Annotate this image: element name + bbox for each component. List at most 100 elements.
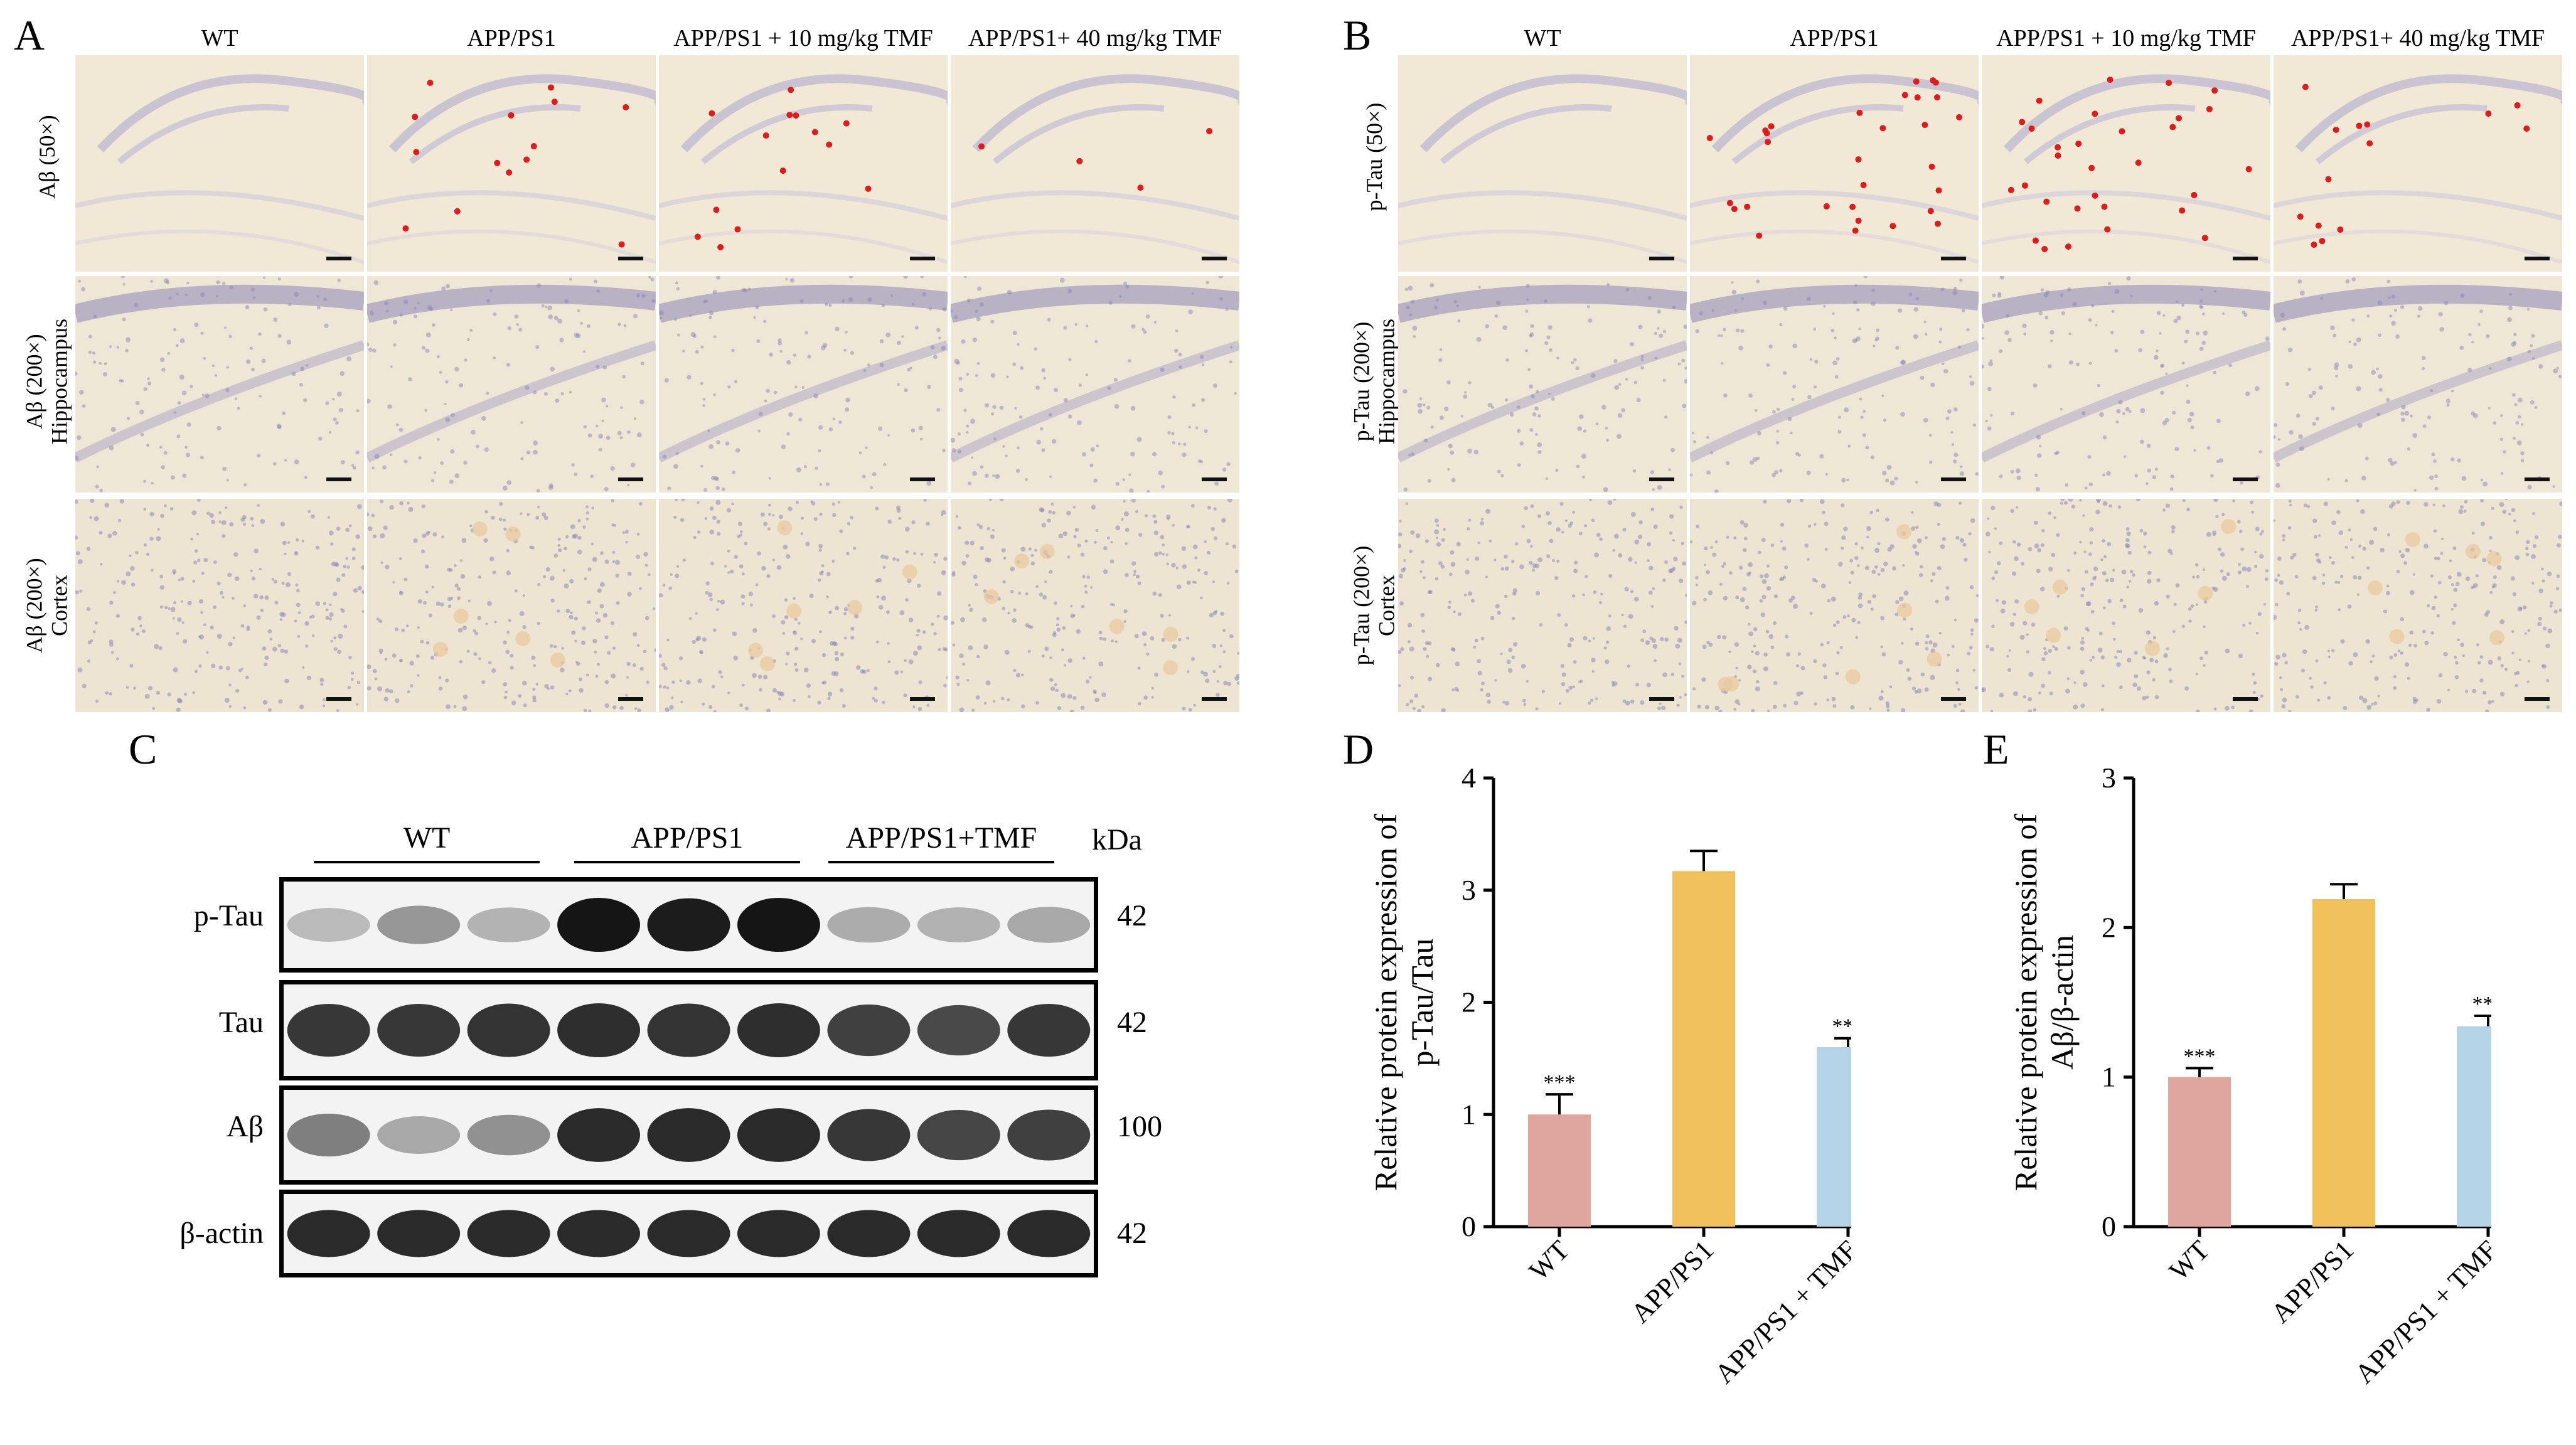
blot-band-2-lane-4	[557, 1108, 641, 1162]
bar-3	[2457, 1026, 2491, 1227]
blot-band-0-lane-6	[737, 897, 820, 952]
panel-a-micrograph-r2-c1	[75, 276, 364, 493]
blot-label-abeta: Aβ	[226, 1110, 264, 1143]
panel-a-scale-bar	[326, 257, 351, 260]
panel-letter-e: E	[1983, 725, 2009, 773]
panel-a-scale-bar	[910, 257, 935, 260]
blot-band-3-lane-4	[557, 1210, 641, 1257]
blot-kda-bactin: 42	[1117, 1217, 1147, 1250]
significance-label: ***	[1544, 1071, 1576, 1094]
y-tick-label: 2	[1462, 986, 1476, 1018]
chart-d: 0 1 2 3 4 Relative protein expression ofp-Tau…	[1368, 762, 1851, 1389]
panel-a-scale-bar	[618, 477, 643, 481]
blot-group-tmf-line	[828, 861, 1054, 863]
y-tick-label: 0	[2102, 1210, 2116, 1242]
panel-b-micrograph-r1-c4	[2274, 55, 2562, 272]
blot-group-app: APP/PS1	[631, 821, 744, 855]
blot-strip-tau	[279, 980, 1098, 1080]
x-tick-label: APP/PS1 + TMF	[2349, 1234, 2491, 1389]
panel-a-scale-bar	[618, 697, 643, 701]
blot-band-0-lane-5	[647, 898, 730, 952]
blot-band-1-lane-5	[647, 1003, 730, 1057]
y-axis-label: Relative protein expression ofp-Tau/Tau	[1368, 814, 1440, 1192]
blot-group-wt: WT	[403, 821, 451, 855]
panel-a-micrograph-r1-c4	[951, 55, 1239, 272]
panel-b-scale-bar	[2525, 257, 2550, 260]
panel-a-col-10mg: APP/PS1 + 10 mg/kg TMF	[673, 25, 933, 51]
blot-band-2-lane-5	[647, 1108, 730, 1162]
panel-b-micrograph-r2-c3	[1982, 276, 2270, 493]
y-axis-label: Relative protein expression ofAβ/β-actin	[2008, 814, 2080, 1192]
blot-band-2-lane-6	[737, 1108, 820, 1162]
panel-b-micrograph-r2-c1	[1398, 276, 1687, 493]
blot-band-2-lane-9	[1007, 1109, 1091, 1161]
y-tick-label: 1	[1462, 1098, 1476, 1130]
blot-band-2-lane-2	[377, 1116, 461, 1154]
blot-strip-ptau	[279, 877, 1098, 973]
blot-band-3-lane-9	[1007, 1210, 1091, 1257]
x-tick-label: APP/PS1	[1625, 1234, 1720, 1329]
significance-label: ***	[2184, 1045, 2216, 1068]
panel-b-micrograph-r1-c1	[1398, 55, 1687, 272]
blot-band-2-lane-3	[467, 1114, 550, 1156]
panel-b-micrograph-r3-c1	[1398, 499, 1687, 712]
panel-b-scale-bar	[1649, 697, 1674, 701]
panel-b-scale-bar	[1649, 477, 1674, 481]
panel-b-scale-bar	[1649, 257, 1674, 260]
blot-band-1-lane-7	[827, 1004, 911, 1057]
panel-b-row-label-3: p-Tau (200×) Cortex	[1349, 545, 1399, 666]
y-tick-label: 0	[1462, 1210, 1476, 1242]
panel-a-scale-bar	[326, 477, 351, 481]
panel-b-row-label-1: p-Tau (50×)	[1361, 102, 1387, 211]
blot-label-bactin: β-actin	[179, 1217, 264, 1250]
panel-letter-b: B	[1343, 11, 1372, 59]
panel-a-micrograph-r1-c2	[367, 55, 656, 272]
panel-b-scale-bar	[1941, 257, 1966, 260]
blot-band-3-lane-1	[287, 1210, 370, 1257]
y-tick-label: 3	[2102, 762, 2116, 794]
panel-b-scale-bar	[1941, 477, 1966, 481]
blot-kda-ptau: 42	[1117, 899, 1147, 932]
blot-band-0-lane-4	[557, 897, 641, 952]
panel-a-micrograph-r2-c4	[951, 276, 1239, 493]
panel-a-row-label-3: Aβ (200×) Cortex	[21, 558, 72, 653]
panel-b-scale-bar	[1941, 697, 1966, 701]
blot-band-0-lane-3	[467, 907, 550, 942]
blot-group-tmf: APP/PS1+TMF	[845, 821, 1037, 855]
x-tick-label: WT	[2163, 1234, 2215, 1286]
panel-b-col-wt: WT	[1524, 25, 1561, 51]
panel-b-scale-bar	[2233, 697, 2258, 701]
blot-band-0-lane-7	[827, 907, 911, 943]
blot-band-3-lane-6	[737, 1210, 820, 1257]
chart-e: 0 1 2 3 Relative protein expression ofAβ/β-a…	[2008, 762, 2491, 1389]
blot-band-1-lane-9	[1007, 1003, 1091, 1057]
panel-a-col-wt: WT	[201, 25, 238, 51]
panel-b-row-label-2: p-Tau (200×) Hippocampus	[1349, 319, 1399, 444]
blot-band-0-lane-1	[287, 908, 370, 942]
panel-b-micrograph-r2-c4	[2274, 276, 2562, 493]
blot-group-app-line	[574, 861, 800, 863]
panel-a-scale-bar	[1202, 697, 1227, 701]
blot-strip-bactin	[279, 1190, 1098, 1277]
blot-band-2-lane-1	[287, 1113, 370, 1157]
panel-letter-a: A	[14, 11, 45, 59]
panel-b-scale-bar	[2525, 477, 2550, 481]
panel-b-micrograph-r3-c2	[1690, 499, 1979, 712]
blot-group-wt-line	[314, 861, 540, 863]
panel-b-micrograph-r2-c2	[1690, 276, 1979, 493]
panel-a-row-label-2: Aβ (200×) Hippocampus	[21, 319, 72, 444]
panel-a-scale-bar	[618, 257, 643, 260]
panel-a-scale-bar	[1202, 477, 1227, 481]
blot-band-0-lane-8	[917, 907, 1000, 942]
blot-band-1-lane-3	[467, 1003, 550, 1057]
panel-a-micrograph-r3-c4	[951, 499, 1239, 712]
blot-band-3-lane-2	[377, 1210, 461, 1257]
panel-a-scale-bar	[1202, 257, 1227, 260]
panel-a-col-40mg: APP/PS1+ 40 mg/kg TMF	[968, 25, 1222, 51]
blot-kda-abeta: 100	[1117, 1110, 1162, 1143]
bar-3	[1817, 1047, 1851, 1227]
bar-1	[2168, 1077, 2231, 1227]
x-tick-label: WT	[1523, 1234, 1575, 1286]
x-tick-label: APP/PS1 + TMF	[1709, 1234, 1851, 1389]
blot-band-1-lane-1	[287, 1003, 370, 1057]
